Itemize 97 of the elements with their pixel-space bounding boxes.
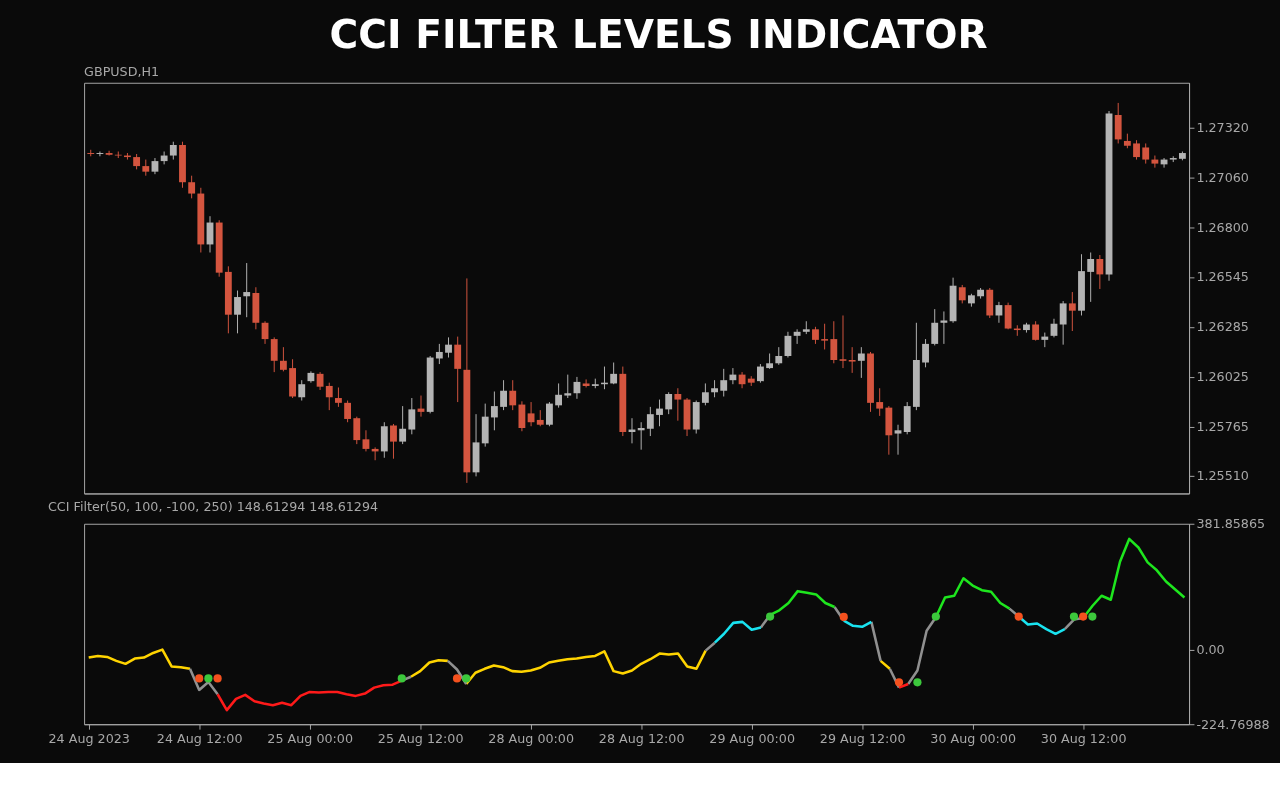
candlestick <box>1004 302 1012 330</box>
y-tick-label: 1.25510 <box>1196 468 1249 484</box>
candlestick <box>546 401 553 427</box>
candlestick <box>270 336 278 373</box>
candlestick <box>490 391 498 431</box>
x-tick-label: 28 Aug 12:00 <box>598 731 685 747</box>
candlestick <box>243 262 251 318</box>
point <box>1069 612 1079 621</box>
x-tick-label: 24 Aug 2023 <box>48 731 130 747</box>
candlestick <box>234 290 241 334</box>
candlestick <box>1151 155 1159 169</box>
candlestick <box>564 374 572 399</box>
candlestick <box>958 284 966 304</box>
point <box>1014 612 1023 621</box>
point <box>195 674 204 683</box>
candlestick <box>188 175 196 199</box>
x-tick-label: 29 Aug 12:00 <box>819 731 906 747</box>
y-tick-label: -224.76988 <box>1196 716 1270 732</box>
y-tick-label: 1.27060 <box>1196 170 1249 186</box>
y-tick-label: 1.25765 <box>1196 419 1249 435</box>
x-tick-label: 28 Aug 00:00 <box>488 731 574 747</box>
x-tick-label: 24 Aug 12:00 <box>156 731 243 747</box>
candlestick <box>757 363 764 384</box>
candlestick <box>665 391 673 415</box>
y-tick-label: 1.26545 <box>1196 269 1249 285</box>
candlestick <box>931 308 939 346</box>
candlestick <box>830 320 838 364</box>
candlestick <box>656 399 663 427</box>
point <box>204 674 213 683</box>
candlestick <box>1133 139 1140 161</box>
candlestick <box>500 379 507 411</box>
candlestick <box>1068 291 1076 332</box>
candlestick <box>408 397 416 435</box>
candlestick <box>729 367 737 385</box>
point <box>1088 612 1097 621</box>
candlestick <box>922 338 929 368</box>
point <box>1079 612 1088 621</box>
candlestick <box>1059 300 1067 346</box>
candlestick <box>793 328 801 345</box>
y-tick-label: 1.26800 <box>1196 220 1249 236</box>
candlestick <box>105 150 113 157</box>
candlestick <box>555 382 563 409</box>
y-tick-label: 1.26285 <box>1196 319 1249 335</box>
candlestick <box>894 424 902 456</box>
candlestick <box>518 400 526 432</box>
point <box>397 674 406 683</box>
candlestick <box>96 151 104 157</box>
candlestick <box>720 368 728 397</box>
point <box>766 612 775 621</box>
x-tick-label: 30 Aug 00:00 <box>930 731 1016 747</box>
candlestick <box>582 378 590 388</box>
candlestick <box>160 151 168 165</box>
candlestick <box>821 323 829 350</box>
candlestick <box>610 362 618 385</box>
x-tick-label: 29 Aug 00:00 <box>709 731 795 747</box>
point <box>452 674 462 683</box>
candlestick <box>646 406 654 437</box>
candlestick <box>848 346 856 374</box>
x-tick-label: 30 Aug 12:00 <box>1040 731 1127 747</box>
y-tick-label: 1.27320 <box>1196 120 1249 136</box>
y-tick-label: 1.26025 <box>1196 369 1249 385</box>
candlestick <box>876 387 884 417</box>
point <box>839 612 848 621</box>
candlestick <box>445 336 452 359</box>
candlestick <box>325 382 333 411</box>
candlestick <box>940 310 948 345</box>
x-tick-label: 25 Aug 00:00 <box>267 731 354 747</box>
candlestick <box>839 314 847 369</box>
y-tick-label: 381.85865 <box>1196 516 1266 532</box>
x-tick-label: 25 Aug 12:00 <box>377 731 464 747</box>
candlestick <box>298 379 306 402</box>
candlestick <box>344 400 352 423</box>
candlestick <box>1142 142 1150 165</box>
point <box>213 674 222 683</box>
candlestick <box>527 401 535 427</box>
point <box>913 678 922 687</box>
candlestick <box>279 346 287 372</box>
candlestick <box>353 416 361 445</box>
candlestick <box>857 346 865 379</box>
point <box>931 612 940 621</box>
candlestick <box>701 382 709 406</box>
candlestick <box>335 386 342 408</box>
candlestick <box>1096 254 1104 290</box>
candlestick <box>509 379 517 411</box>
chart-title: CCI Filter(50, 100, -100, 250) 148.61294 148.61294 <box>47 499 379 515</box>
candlestick <box>435 343 443 365</box>
candlestick <box>362 429 370 452</box>
candlestick <box>674 387 682 422</box>
point <box>894 678 904 687</box>
candlestick <box>399 405 407 445</box>
y-tick-label: 0.00 <box>1196 642 1225 658</box>
point <box>462 674 471 683</box>
candlestick <box>1032 320 1040 342</box>
chart-title: CCI FILTER LEVELS INDICATOR <box>329 12 988 58</box>
chart-subtitle: GBPUSD,H1 <box>84 63 160 79</box>
candlestick <box>390 423 397 460</box>
candlestick <box>1087 252 1095 303</box>
